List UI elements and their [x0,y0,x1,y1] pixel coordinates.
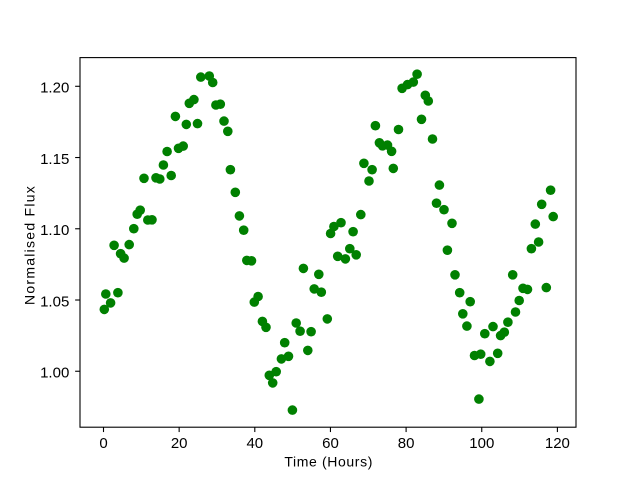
svg-text:1.00: 1.00 [40,365,69,382]
svg-text:1.10: 1.10 [40,222,69,239]
svg-text:40: 40 [246,435,263,452]
svg-text:Normalised Flux: Normalised Flux [22,185,38,305]
svg-text:Time (Hours): Time (Hours) [284,454,373,470]
svg-text:1.05: 1.05 [40,293,69,310]
svg-text:0: 0 [99,435,107,452]
svg-text:120: 120 [545,435,570,452]
svg-text:60: 60 [322,435,339,452]
svg-text:80: 80 [398,435,415,452]
svg-text:100: 100 [469,435,494,452]
svg-text:1.15: 1.15 [40,151,69,168]
svg-text:20: 20 [171,435,188,452]
svg-text:1.20: 1.20 [40,80,69,97]
